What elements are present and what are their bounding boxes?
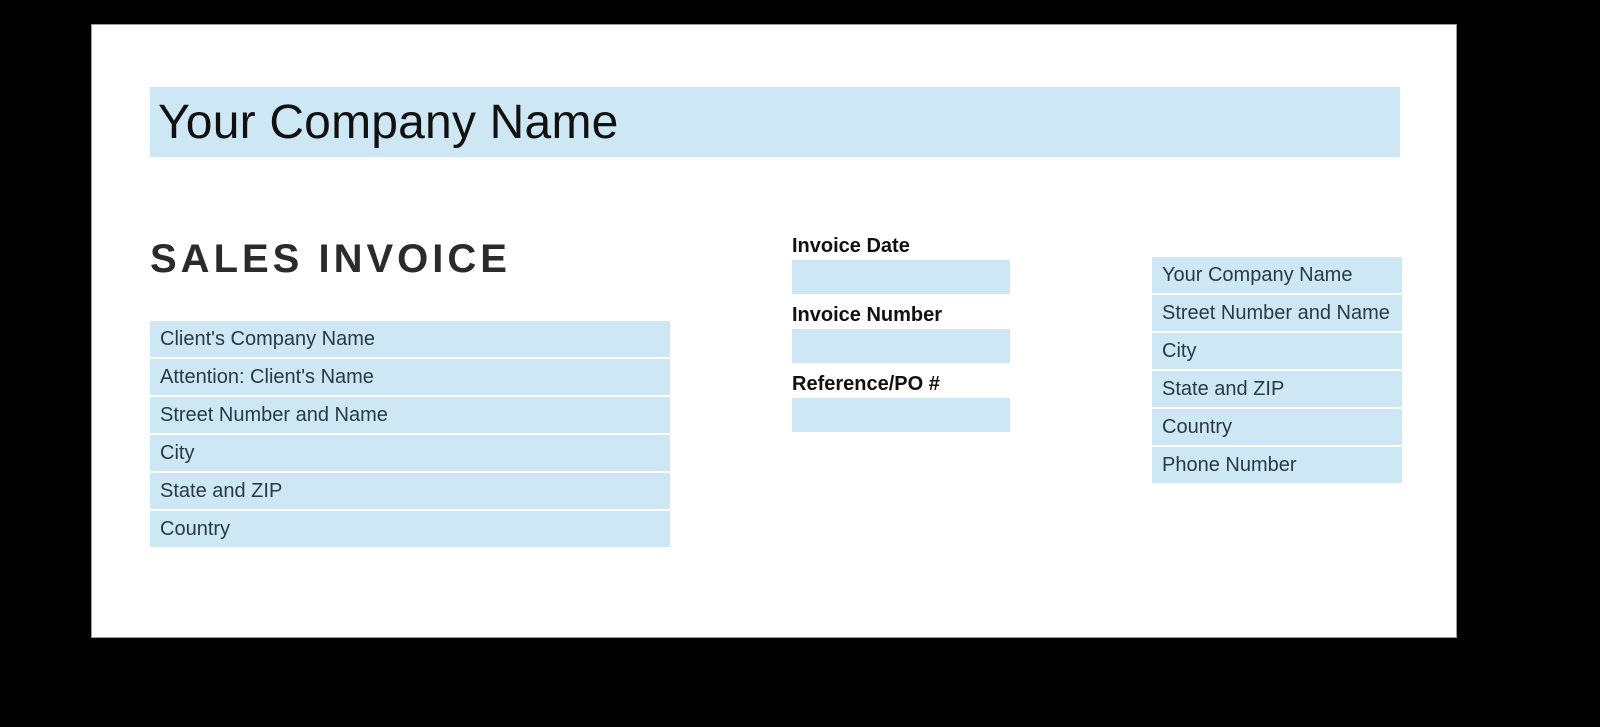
company-city-field[interactable]: City (1152, 333, 1402, 369)
company-street-field[interactable]: Street Number and Name (1152, 295, 1402, 331)
invoice-meta-block: Invoice Date Invoice Number Reference/PO… (792, 231, 1112, 442)
company-address-block: Your Company Name Street Number and Name… (1152, 257, 1402, 485)
invoice-number-label: Invoice Number (792, 304, 1112, 327)
company-header-band: Your Company Name (150, 87, 1400, 157)
invoice-paper: Your Company Name SALES INVOICE Client's… (92, 25, 1456, 637)
client-company-field[interactable]: Client's Company Name (150, 321, 670, 357)
company-state-zip-field[interactable]: State and ZIP (1152, 371, 1402, 407)
company-phone-field[interactable]: Phone Number (1152, 447, 1402, 483)
invoice-date-label: Invoice Date (792, 235, 1112, 258)
company-name-field[interactable]: Your Company Name (1152, 257, 1402, 293)
client-address-block: Client's Company Name Attention: Client'… (150, 321, 670, 549)
document-title: SALES INVOICE (150, 237, 511, 282)
client-attention-field[interactable]: Attention: Client's Name (150, 359, 670, 395)
client-street-field[interactable]: Street Number and Name (150, 397, 670, 433)
client-state-zip-field[interactable]: State and ZIP (150, 473, 670, 509)
invoice-date-field[interactable] (792, 260, 1010, 294)
reference-po-field[interactable] (792, 398, 1010, 432)
company-name-heading[interactable]: Your Company Name (158, 95, 619, 150)
company-country-field[interactable]: Country (1152, 409, 1402, 445)
client-city-field[interactable]: City (150, 435, 670, 471)
reference-po-label: Reference/PO # (792, 373, 1112, 396)
client-country-field[interactable]: Country (150, 511, 670, 547)
invoice-number-field[interactable] (792, 329, 1010, 363)
